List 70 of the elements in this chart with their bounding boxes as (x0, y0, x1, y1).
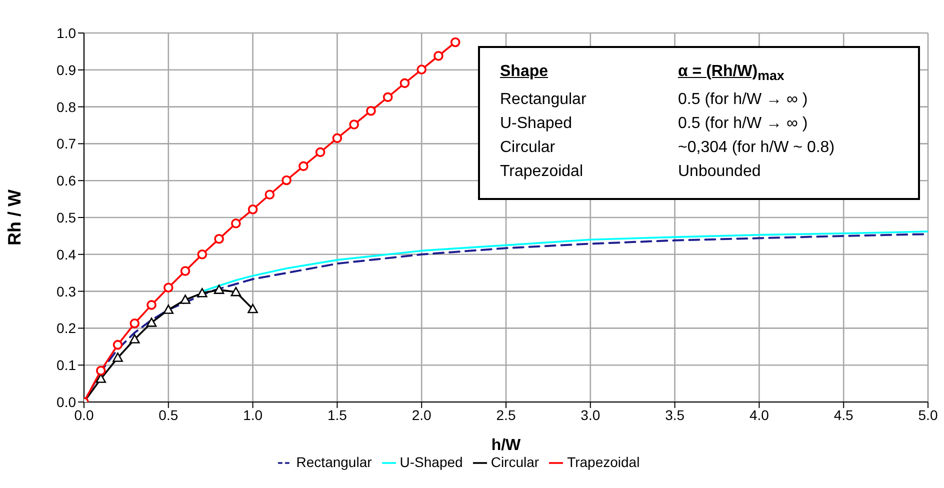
point (264, 190, 275, 200)
point (298, 161, 308, 172)
x-tick-label: 0.5 (158, 406, 178, 423)
point (332, 133, 342, 144)
y-axis-title: Rh / W (4, 190, 24, 246)
y-tick-label: 0.8 (56, 98, 76, 115)
annotation: α = (Rh/W)$_{max}$ (678, 62, 784, 86)
x-tick-label: 3.5 (665, 406, 685, 423)
annotation: Unbounded (678, 162, 761, 182)
point (180, 266, 190, 276)
point (231, 218, 241, 228)
point (197, 288, 208, 298)
y-tick-label: 0.0 (56, 394, 76, 410)
x-tick-label: 1.0 (243, 406, 263, 423)
x-axis-title: h/W (491, 437, 522, 454)
point (400, 78, 410, 88)
point (214, 284, 224, 294)
point (434, 50, 444, 61)
x-tick-label: 1.5 (327, 406, 348, 423)
annotation: U-Shaped (500, 114, 574, 134)
y-tick-label: 0.4 (56, 246, 76, 262)
annotation: Rectangular (500, 90, 588, 110)
point (382, 92, 393, 102)
point (230, 286, 242, 296)
annotation: Shape (500, 62, 550, 82)
point (315, 147, 326, 158)
x-tick-label: 4.0 (749, 406, 770, 423)
x-tick-label: 2.5 (496, 406, 516, 423)
point (112, 352, 123, 362)
annotation: Circular (500, 138, 556, 158)
y-tick-label: 0.7 (56, 136, 76, 152)
legend-label: Trapezoidal (567, 454, 640, 470)
legend-label: Circular (490, 454, 540, 470)
point (248, 204, 258, 214)
y-tick-label: 0.1 (56, 357, 76, 374)
y-tick-label: 1.0 (56, 24, 76, 41)
y-tick-label: 0.5 (56, 209, 76, 226)
point (197, 250, 208, 260)
annotation: 0.5 (for h/W → ∞ ) (678, 114, 808, 134)
point (349, 120, 359, 130)
point (416, 64, 426, 74)
point (366, 106, 376, 116)
point (214, 234, 224, 244)
point (96, 374, 106, 383)
annotation: 0.5 (for h/W → ∞ ) (678, 90, 808, 110)
point (282, 175, 292, 186)
x-tick-label: 5.0 (918, 406, 938, 423)
point (112, 340, 123, 350)
x-tick-label: 4.5 (834, 406, 854, 423)
point (129, 334, 140, 344)
point (180, 294, 190, 304)
annotation: Trapezoidal (500, 162, 584, 182)
y-tick-label: 0.9 (56, 62, 76, 78)
y-tick-label: 0.3 (56, 283, 76, 300)
y-tick-label: 0.6 (56, 172, 76, 189)
x-tick-label: 3.0 (580, 406, 600, 423)
point (146, 300, 156, 310)
point (146, 318, 157, 327)
point (96, 366, 106, 376)
x-tick-label: 2.0 (412, 406, 432, 423)
x-tick-label: 0.0 (74, 406, 94, 423)
annotation: ~0,304 (for h/W ~ 0.8) (678, 138, 835, 158)
y-tick-label: 0.2 (56, 320, 76, 336)
point (164, 282, 174, 293)
point (163, 304, 174, 314)
legend-label: Rectangular (296, 454, 372, 470)
point (130, 318, 140, 328)
point (450, 37, 460, 48)
point (248, 304, 258, 314)
legend-label: U-Shaped (400, 454, 463, 470)
